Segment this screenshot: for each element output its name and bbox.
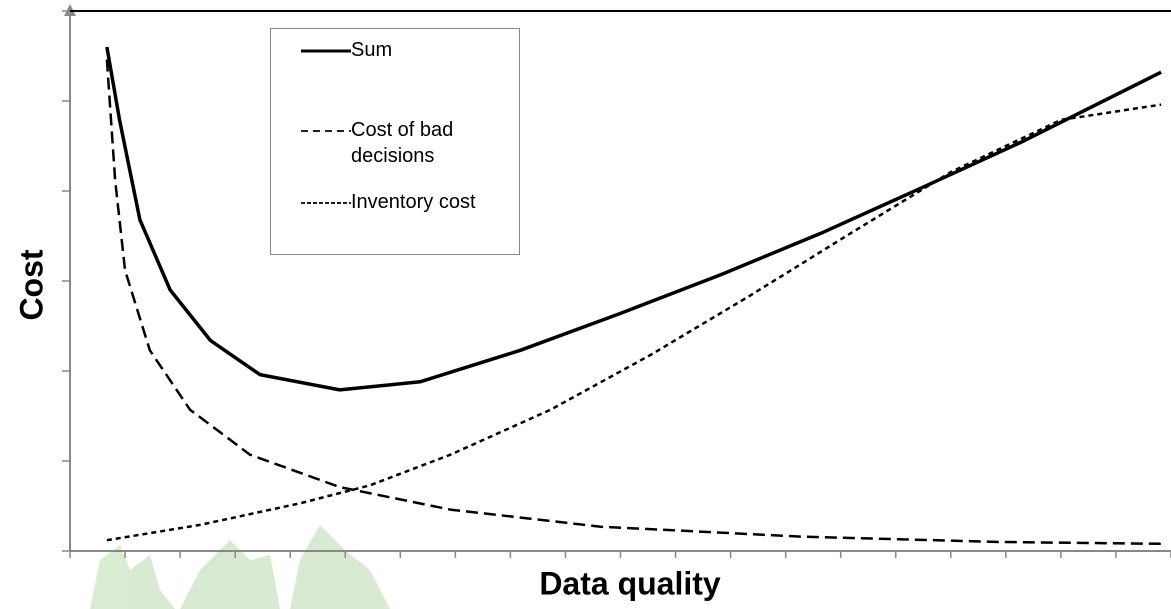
watermark-trees	[90, 525, 390, 609]
legend-label: Sum	[351, 39, 393, 61]
legend-swatch	[301, 49, 351, 53]
legend-label: Inventory cost	[351, 191, 476, 213]
legend-item: Sum	[301, 37, 511, 63]
legend-item: Cost of bad decisions	[301, 117, 511, 169]
x-axis-title: Data quality	[539, 565, 721, 601]
y-axis-title: Cost	[13, 249, 49, 320]
legend-item: Inventory cost	[301, 189, 511, 215]
legend: Sum Cost of bad decisions Inventory cost	[270, 28, 520, 255]
legend-label: Cost of bad decisions	[351, 119, 454, 167]
legend-swatch	[301, 130, 351, 132]
series-line	[105, 59, 1162, 546]
series-line	[106, 103, 1162, 542]
series-line	[105, 46, 1162, 392]
legend-swatch	[301, 202, 351, 204]
